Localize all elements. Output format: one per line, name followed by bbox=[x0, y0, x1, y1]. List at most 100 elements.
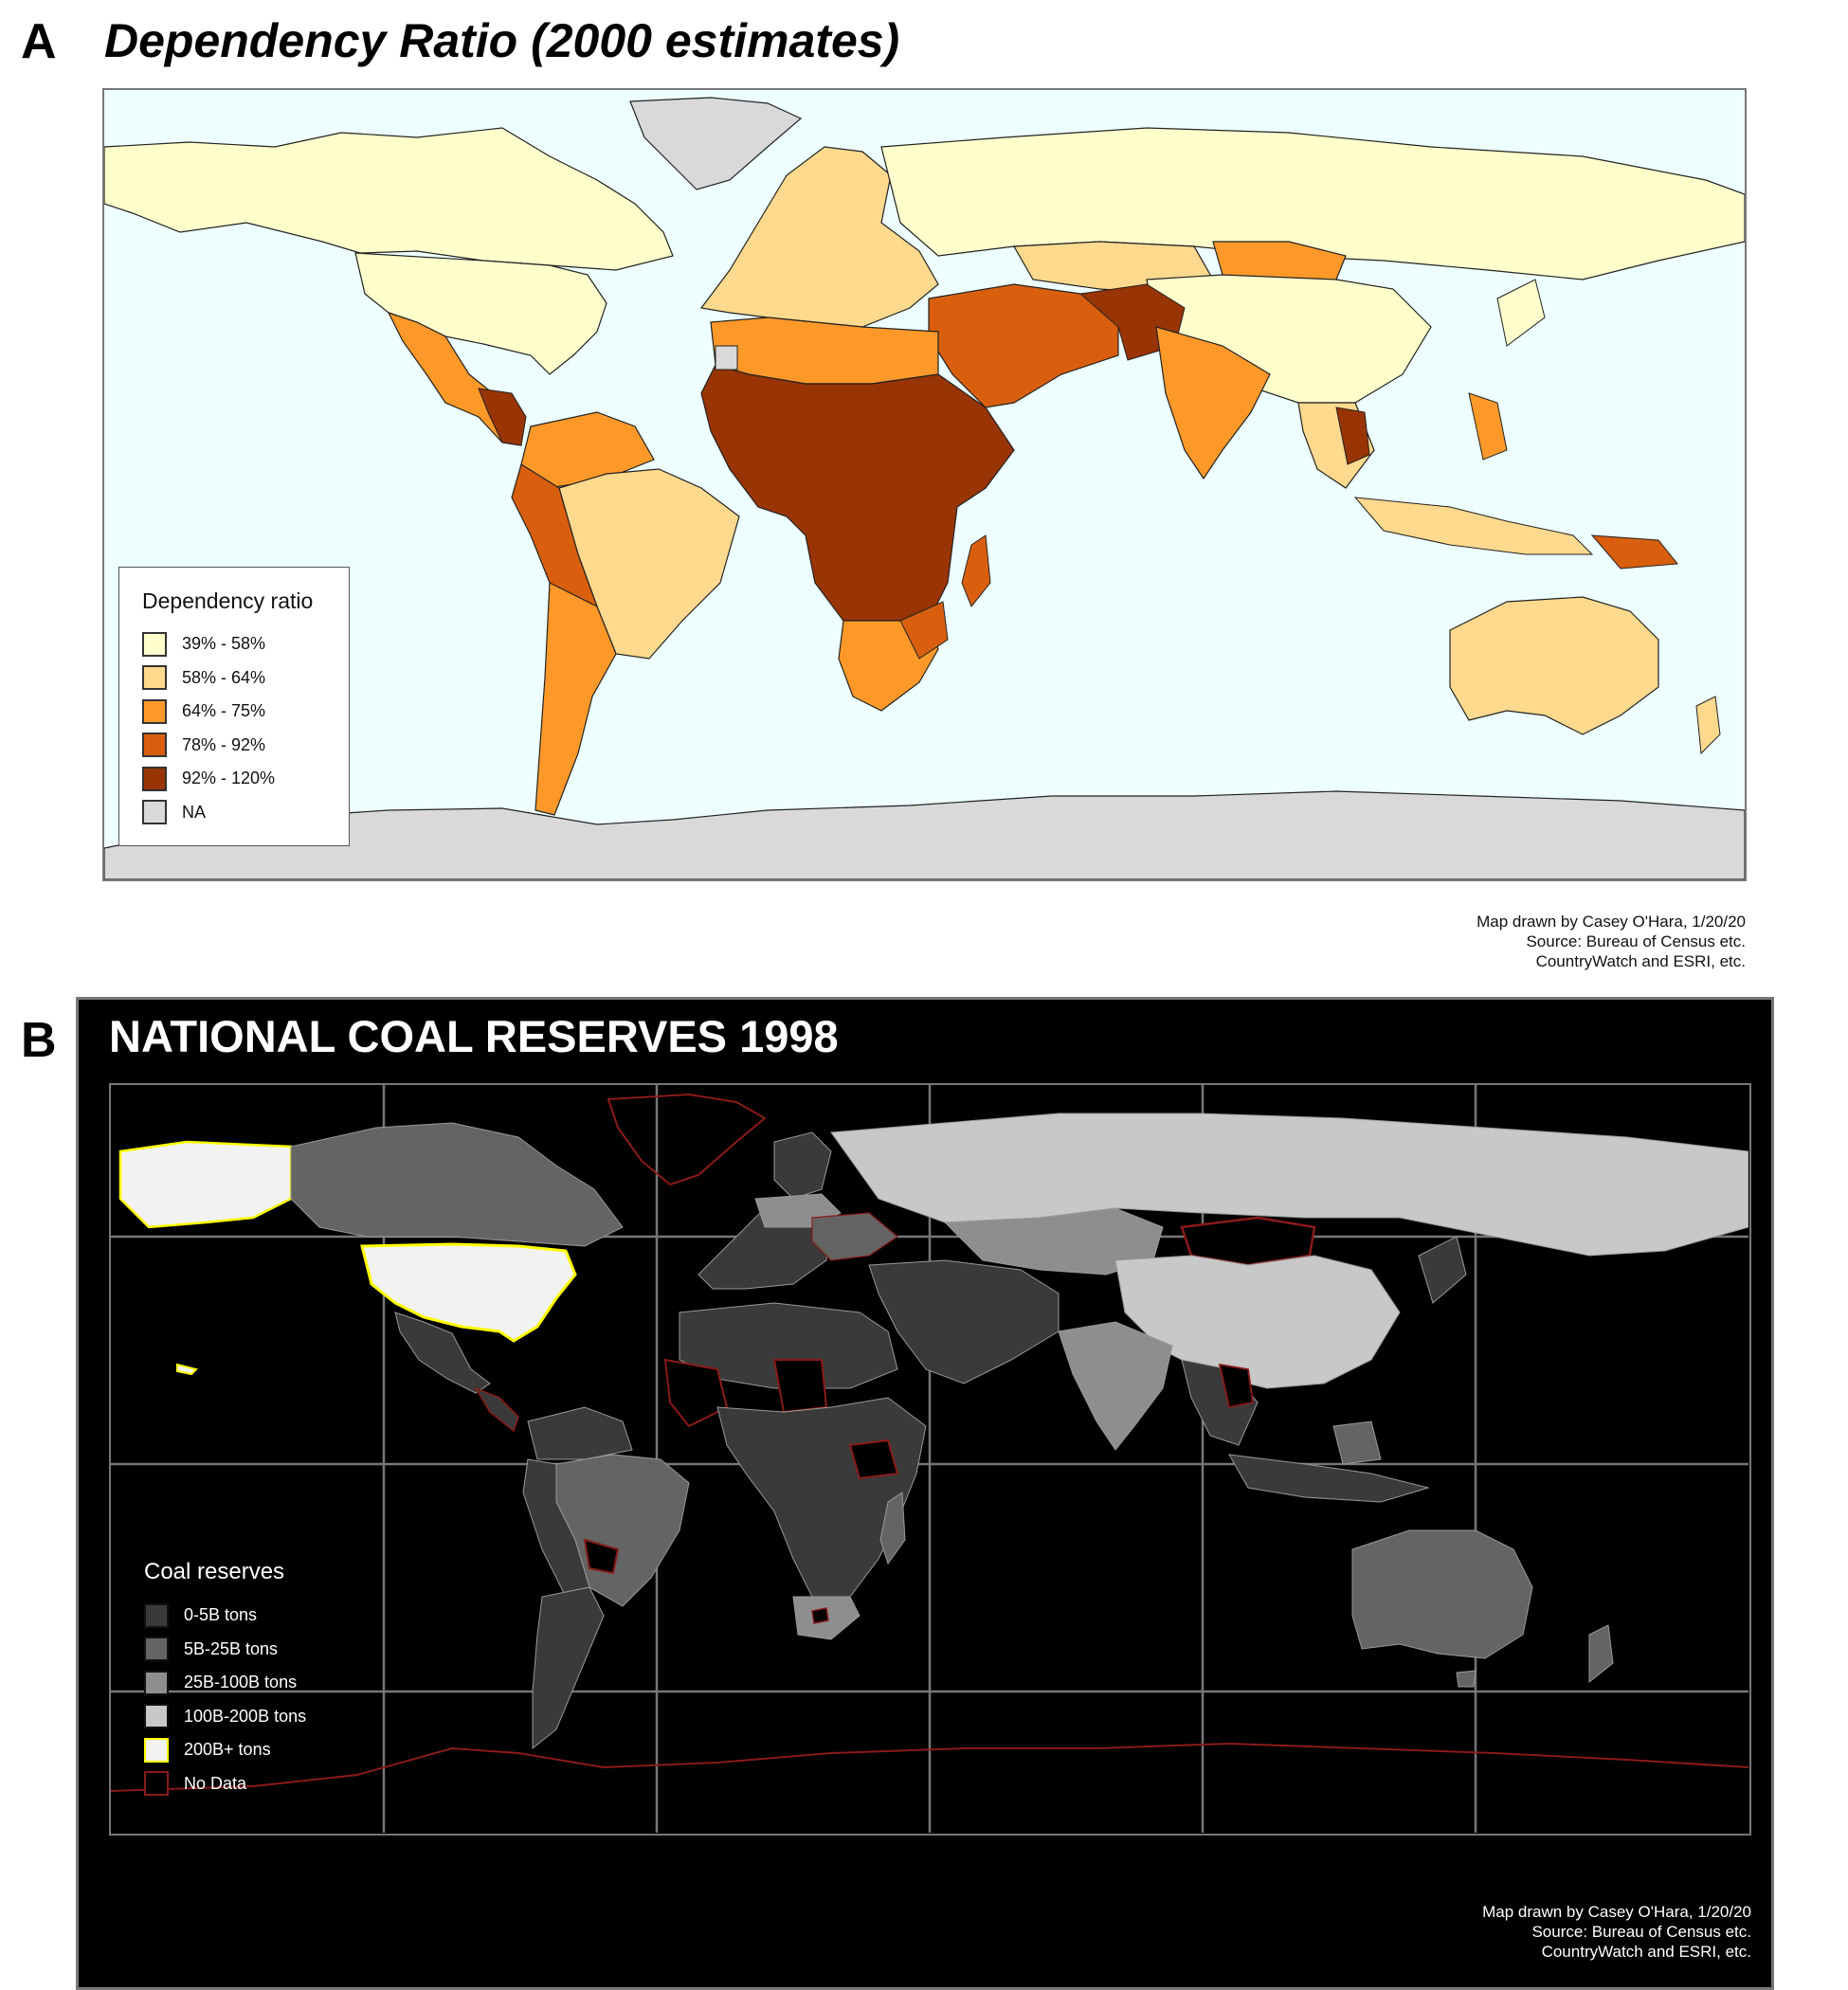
panel-b-legend-swatch bbox=[144, 1637, 169, 1662]
panel-b-legend-swatch bbox=[144, 1771, 169, 1797]
panel-b-legend-label: 25B-100B tons bbox=[184, 1673, 298, 1692]
map-a-new-zealand bbox=[1695, 696, 1721, 755]
panel-b-legend-label: 0-5B tons bbox=[184, 1605, 258, 1625]
panel-a-letter: A bbox=[21, 14, 57, 69]
panel-a-credit-line: Source: Bureau of Census etc. bbox=[1526, 932, 1746, 950]
panel-a-legend-swatch bbox=[142, 698, 167, 724]
map-b-usa bbox=[360, 1242, 577, 1343]
map-a-madagascar bbox=[961, 534, 991, 607]
panel-a-legend-item: 92% - 120% bbox=[142, 762, 349, 796]
map-a-north-america-north bbox=[104, 127, 674, 271]
panel-b-legend-item: 200B+ tons bbox=[144, 1733, 362, 1767]
panel-b-credit-line: Source: Bureau of Census etc. bbox=[1531, 1923, 1751, 1941]
map-b-scandinavia bbox=[773, 1131, 832, 1200]
map-b-borneo bbox=[1332, 1420, 1382, 1465]
map-b-japan bbox=[1418, 1236, 1467, 1304]
panel-a-legend-swatch bbox=[142, 800, 167, 825]
panel-a-legend-title: Dependency ratio bbox=[142, 588, 314, 613]
map-b-alaska bbox=[118, 1140, 293, 1229]
panel-b-legend-swatch bbox=[144, 1602, 169, 1628]
map-b-greenland bbox=[607, 1093, 767, 1186]
map-a-southern-cone bbox=[534, 582, 617, 816]
map-b-lesotho bbox=[811, 1607, 829, 1624]
panel-b-credit-line: CountryWatch and ESRI, etc. bbox=[1541, 1943, 1751, 1961]
coal-reserves-map bbox=[109, 1083, 1751, 1836]
panel-b-legend-item: No Data bbox=[144, 1767, 362, 1801]
panel-b-legend-swatch bbox=[144, 1670, 169, 1695]
map-b-ukraine-balkans bbox=[811, 1212, 899, 1261]
map-b-tasmania bbox=[1456, 1670, 1477, 1688]
panel-b-legend-label: 100B-200B tons bbox=[184, 1706, 307, 1726]
panel-a-legend-swatch bbox=[142, 766, 167, 791]
panel-a-credit-line: CountryWatch and ESRI, etc. bbox=[1535, 952, 1746, 970]
panel-a-credit-line: Map drawn by Casey O'Hara, 1/20/20 bbox=[1477, 913, 1746, 931]
panel-b-credit-line: Map drawn by Casey O'Hara, 1/20/20 bbox=[1482, 1903, 1751, 1921]
map-b-west-africa-nodata bbox=[663, 1358, 729, 1428]
map-b-antarctica bbox=[111, 1742, 1748, 1792]
panel-a-legend-label: 92% - 120% bbox=[182, 769, 276, 788]
map-b-canada bbox=[290, 1122, 624, 1247]
panel-b-title: NATIONAL COAL RESERVES 1998 bbox=[109, 1011, 839, 1061]
panel-a-legend-item: 58% - 64% bbox=[142, 661, 349, 696]
map-a-png bbox=[1590, 534, 1678, 570]
map-b-india bbox=[1058, 1321, 1173, 1451]
panel-a-legend-item: NA bbox=[142, 796, 349, 830]
panel-b-legend-item: 0-5B tons bbox=[144, 1599, 362, 1633]
map-a-indonesia bbox=[1353, 497, 1594, 555]
map-a-antarctica bbox=[104, 790, 1745, 879]
map-a-middle-east bbox=[928, 283, 1119, 408]
dependency-ratio-map-svg bbox=[104, 97, 1745, 879]
map-b-indonesia bbox=[1228, 1454, 1430, 1503]
panel-a-legend-label: 78% - 92% bbox=[182, 734, 266, 754]
map-b-argentina-chile bbox=[532, 1586, 605, 1750]
panel-a-title: Dependency Ratio (2000 estimates) bbox=[104, 14, 900, 67]
panel-a-legend-label: 39% - 58% bbox=[182, 634, 266, 654]
panel-a-legend-item: 78% - 92% bbox=[142, 729, 349, 763]
map-a-central-america bbox=[478, 388, 527, 446]
map-b-chad-nodata bbox=[772, 1359, 828, 1414]
map-b-colombia-venezuela bbox=[527, 1406, 633, 1460]
map-b-madagascar bbox=[879, 1492, 906, 1565]
map-b-east-africa-nodata bbox=[848, 1438, 899, 1480]
map-b-new-zealand bbox=[1588, 1624, 1614, 1684]
panel-b-legend-title: Coal reserves bbox=[144, 1559, 285, 1584]
map-b-australia bbox=[1351, 1529, 1533, 1659]
map-a-australia bbox=[1449, 596, 1659, 735]
panel-a-legend-swatch bbox=[142, 733, 167, 758]
panel-b-legend-label: 5B-25B tons bbox=[184, 1638, 279, 1658]
panel-a-legend-label: NA bbox=[182, 802, 207, 822]
map-b-indochina-nodata bbox=[1218, 1363, 1255, 1409]
map-b-middle-east bbox=[868, 1259, 1060, 1384]
map-a-japan bbox=[1496, 279, 1546, 347]
map-a-greenland bbox=[629, 97, 803, 190]
panel-b-legend-label: 200B+ tons bbox=[184, 1740, 271, 1760]
map-a-philippines bbox=[1468, 392, 1508, 461]
dependency-ratio-map bbox=[102, 88, 1747, 881]
panel-a-legend-label: 58% - 64% bbox=[182, 667, 266, 687]
map-b-central-america bbox=[474, 1386, 519, 1433]
panel-b-letter: B bbox=[21, 1013, 57, 1068]
coal-reserves-map-svg bbox=[111, 1085, 1748, 1833]
panel-b-legend-swatch bbox=[144, 1704, 169, 1729]
panel-b-credits: Map drawn by Casey O'Hara, 1/20/20 Sourc… bbox=[1482, 1902, 1751, 1962]
panel-a-legend-item: 39% - 58% bbox=[142, 627, 349, 661]
panel-a-credits: Map drawn by Casey O'Hara, 1/20/20 Sourc… bbox=[1477, 912, 1746, 971]
panel-b-legend: Coal reserves 0-5B tons 5B-25B tons 25B-10… bbox=[144, 1559, 362, 1800]
panel-b-legend-label: No Data bbox=[184, 1773, 247, 1793]
map-b-hawaii bbox=[176, 1363, 198, 1376]
panel-a-legend-item: 64% - 75% bbox=[142, 695, 349, 729]
panel-b-legend-item: 25B-100B tons bbox=[144, 1666, 362, 1700]
panel-a-legend-swatch bbox=[142, 665, 167, 691]
map-a-south-africa-mid bbox=[899, 601, 949, 660]
map-a-western-sahara-na bbox=[715, 345, 738, 371]
map-b-mexico bbox=[394, 1312, 491, 1394]
panel-a-legend: Dependency ratio 39% - 58% 58% - 64% 64% -… bbox=[118, 567, 350, 846]
panel-b-legend-item: 100B-200B tons bbox=[144, 1700, 362, 1734]
panel-a-legend-label: 64% - 75% bbox=[182, 701, 266, 721]
panel-b-legend-item: 5B-25B tons bbox=[144, 1633, 362, 1667]
map-a-india bbox=[1155, 326, 1271, 480]
panel-b-legend-swatch bbox=[144, 1737, 169, 1763]
map-a-laos-cambodia bbox=[1335, 407, 1370, 465]
map-b-paraguay bbox=[583, 1538, 620, 1575]
panel-a-legend-swatch bbox=[142, 631, 167, 657]
